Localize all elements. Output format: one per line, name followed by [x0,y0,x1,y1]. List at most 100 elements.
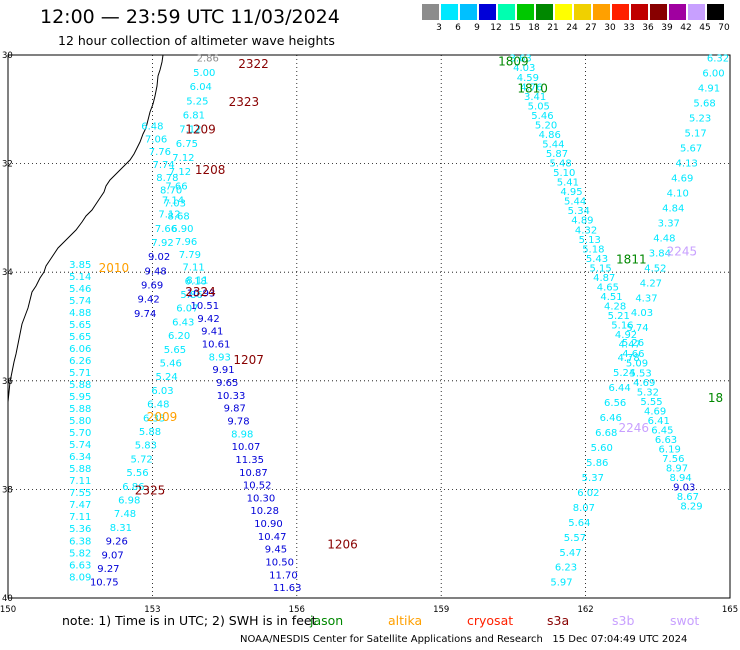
wave-height-value: 5.65 [69,320,91,331]
wave-height-value: 7.55 [69,488,91,499]
wave-height-value: 6.98 [118,496,140,507]
wave-height-value: 9.27 [97,564,119,575]
wave-height-value: 5.14 [69,272,91,283]
wave-height-value: 10.33 [217,391,246,402]
wave-height-value: 7.66 [155,224,177,235]
wave-height-value: 4.03 [631,308,653,319]
map-frame [7,54,731,599]
wave-height-value: 10.51 [190,301,219,312]
wave-height-value: 5.09 [626,359,648,370]
wave-height-value: 5.88 [139,427,161,438]
wave-height-value: 6.90 [171,224,193,235]
wave-height-value: 7.96 [175,237,197,248]
wave-height-value: 10.87 [239,468,268,479]
lon-tick-label: 153 [144,605,160,615]
wave-height-value: 5.20 [535,120,557,131]
pass-time-label: 1207 [233,353,264,367]
wave-height-value: 11.63 [273,583,302,594]
pass-time-label: 1209 [185,122,216,136]
wave-height-value: 8.93 [209,352,231,363]
pass-time-label: 1208 [195,163,226,177]
legend-swatch [707,4,724,20]
wave-height-value: 6.46 [600,413,622,424]
wave-height-value: 7.48 [114,509,136,520]
wave-height-value: 5.00 [193,68,215,79]
lon-tick-label: 150 [0,605,16,615]
wave-height-value: 5.53 [629,368,651,379]
map-subtitle: 12 hour collection of altimeter wave hei… [58,33,335,48]
wave-height-value: 6.44 [609,383,631,394]
wave-height-value: 5.44 [564,197,586,208]
wave-height-value: 6.20 [168,331,190,342]
pass-labels: 2322 2323 1209 1208 2010 2324 1207 2009 2325 1206… [99,54,724,551]
wave-height-value: 9.78 [227,416,249,427]
wave-height-value: 5.25 [186,96,208,107]
wave-height-value: 6.26 [69,356,91,367]
footer-center: NOAA/NESDIS Center for Satellite Applica… [240,634,543,645]
lat-tick-label: 30 [2,51,13,61]
wave-height-value: 5.80 [69,416,91,427]
legend-swatch [555,4,572,20]
wave-height-value: 9.74 [134,309,156,320]
lon-tick-label: 159 [433,605,449,615]
wave-height-value: 10.75 [90,578,119,589]
wave-height-value: 5.64 [568,518,590,529]
legend-swatch [441,4,458,20]
wave-height-value: 7.76 [149,147,171,158]
wave-height-value: 7.11 [69,476,91,487]
wave-height-value: 9.48 [144,266,166,277]
wave-height-value: 5.57 [564,533,586,544]
wave-height-value: 5.55 [640,397,662,408]
legend-level-label: 15 [509,23,521,33]
wave-height-value: 9.91 [212,365,234,376]
wave-height-value: 5.21 [608,311,630,322]
legend-swatch [593,4,610,20]
wave-height-value: 5.56 [126,468,148,479]
wave-height-value: 4.27 [640,278,662,289]
wave-height-value: 10.93 [187,288,216,299]
wave-height-value: 5.71 [69,368,91,379]
legend-swatch [479,4,496,20]
lat-tick-label: 32 [2,160,13,170]
legend-level-label: 45 [699,23,711,33]
lat-lon-grid [8,55,730,598]
wave-height-value: 6.34 [69,452,91,463]
wave-height-value: 9.02 [148,252,170,263]
lon-tick-label: 156 [289,605,305,615]
wave-height-values: 2.86 5.00 6.04 5.25 6.81 7.12 6.75 7.12 7.12 7.66… [69,54,729,594]
wave-height-value: 7.12 [169,167,191,178]
wave-height-value: 4.84 [662,203,684,214]
legend-level-label: 30 [604,23,616,33]
legend-level-label: 3 [436,23,442,33]
wave-height-value: 4.28 [604,302,626,313]
wave-height-value: 5.23 [689,114,711,125]
legend-level-label: 12 [490,23,502,33]
wave-height-value: 5.18 [582,244,604,255]
wave-height-value: 6.48 [141,122,163,133]
coastline [7,54,164,410]
wave-height-value: 6.68 [595,428,617,439]
pass-time-label: 2010 [99,261,130,275]
wave-height-value: 10.30 [247,493,276,504]
lat-tick-label: 34 [2,268,13,278]
wave-height-value: 5.74 [626,323,648,334]
wave-height-value: 8.07 [573,503,595,514]
wave-height-value: 5.88 [69,404,91,415]
wave-height-value: 4.32 [575,225,597,236]
wave-height-value: 5.88 [69,380,91,391]
wave-height-value: 4.92 [615,330,637,341]
wave-height-value: 8.67 [677,492,699,503]
pass-time-label: 1811 [616,253,647,267]
wave-height-value: 11.70 [269,570,298,581]
pass-time-label: 2324 [185,285,216,299]
wave-height-value: 5.87 [546,149,568,160]
pass-time-label: 2322 [238,57,269,71]
legend-altika: altika [388,613,423,628]
legend-level-label: 24 [566,23,578,33]
wave-height-value: 4.69 [671,173,693,184]
wave-height-value: 5.82 [69,548,91,559]
legend-level-label: 33 [623,23,635,33]
pass-time-label: 2325 [135,483,166,497]
wave-height-value: 7.74 [152,160,174,171]
wave-height-value: 5.97 [550,578,572,589]
